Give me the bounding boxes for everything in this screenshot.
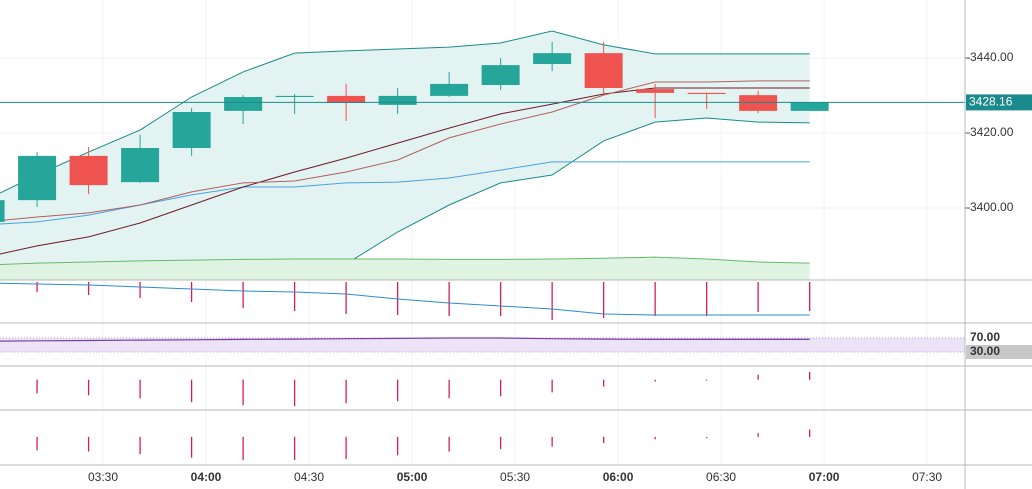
candle-body: [69, 155, 108, 186]
candle-body: [790, 102, 829, 111]
indicator-line: [0, 80, 810, 222]
candle-body: [739, 95, 778, 111]
x-tick-label: 05:30: [500, 470, 530, 484]
indicator-line: [0, 337, 810, 342]
label-box: [966, 345, 1032, 360]
indicator-line: [0, 87, 810, 255]
rsi-band: [0, 338, 965, 353]
pane: [36, 429, 811, 461]
candle-body: [121, 148, 160, 183]
candle-body: [636, 89, 675, 93]
x-tick-label: 05:00: [397, 470, 428, 484]
x-tick-label: 07:30: [912, 470, 942, 484]
indicator-line: [0, 161, 810, 225]
candle-body: [687, 92, 726, 95]
last-price-label: 3428.16: [969, 95, 1013, 109]
x-tick-label: 03:30: [88, 470, 118, 484]
y-tick-label: 30.00: [970, 344, 1000, 358]
pane: [0, 30, 829, 280]
candle-body: [430, 83, 469, 96]
y-tick-label: 3420.00: [970, 125, 1014, 139]
candle-body: [533, 53, 572, 65]
candle-body: [481, 65, 520, 86]
x-tick-label: 04:30: [294, 470, 324, 484]
indicator-line: [0, 256, 810, 265]
pane: [0, 337, 965, 353]
x-tick-label: 04:00: [191, 470, 222, 484]
candle-body: [18, 155, 57, 201]
x-tick-label: 06:30: [706, 470, 736, 484]
indicator-line: [0, 30, 810, 194]
last-price-box: [966, 94, 1032, 111]
area-fill: [0, 257, 810, 280]
pane: [0, 282, 811, 320]
candle-body: [275, 95, 314, 98]
candle-body: [584, 53, 623, 89]
pane: [36, 371, 811, 407]
x-tick-label: 07:00: [809, 470, 840, 484]
candle-body: [378, 95, 417, 105]
y-tick-label: 70.00: [970, 330, 1000, 344]
candle-body: [224, 97, 263, 111]
candle-body: [327, 95, 366, 104]
indicator-line: [0, 282, 810, 316]
y-tick-label: 3440.00: [970, 50, 1014, 64]
y-tick-label: 3400.00: [970, 200, 1014, 214]
candle-body: [0, 200, 5, 222]
x-tick-label: 06:00: [603, 470, 634, 484]
candle-body: [172, 112, 211, 149]
